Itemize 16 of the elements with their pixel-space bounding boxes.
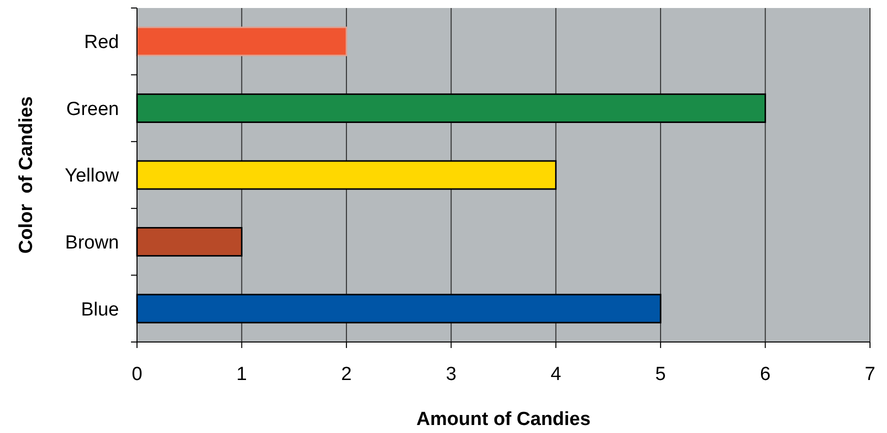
x-tick-label: 2 bbox=[341, 364, 352, 385]
y-tick-label: Red bbox=[84, 32, 119, 54]
x-axis-title: Amount of Candies bbox=[416, 409, 591, 430]
x-tick-label: 5 bbox=[655, 364, 666, 385]
x-tick-label: 6 bbox=[760, 364, 771, 385]
y-axis-title: Color of Candies bbox=[16, 96, 37, 254]
x-tick-label: 4 bbox=[550, 364, 562, 385]
y-tick-label: Green bbox=[66, 98, 119, 120]
x-tick-label: 1 bbox=[236, 364, 248, 385]
y-tick-label: Brown bbox=[65, 232, 119, 254]
y-tick-label: Yellow bbox=[64, 166, 120, 187]
x-tick-label: 0 bbox=[132, 364, 142, 385]
y-tick-label: Blue bbox=[80, 299, 119, 320]
bar bbox=[136, 26, 348, 56]
x-tick-label: 3 bbox=[446, 364, 456, 385]
x-tick-label: 7 bbox=[864, 364, 876, 385]
